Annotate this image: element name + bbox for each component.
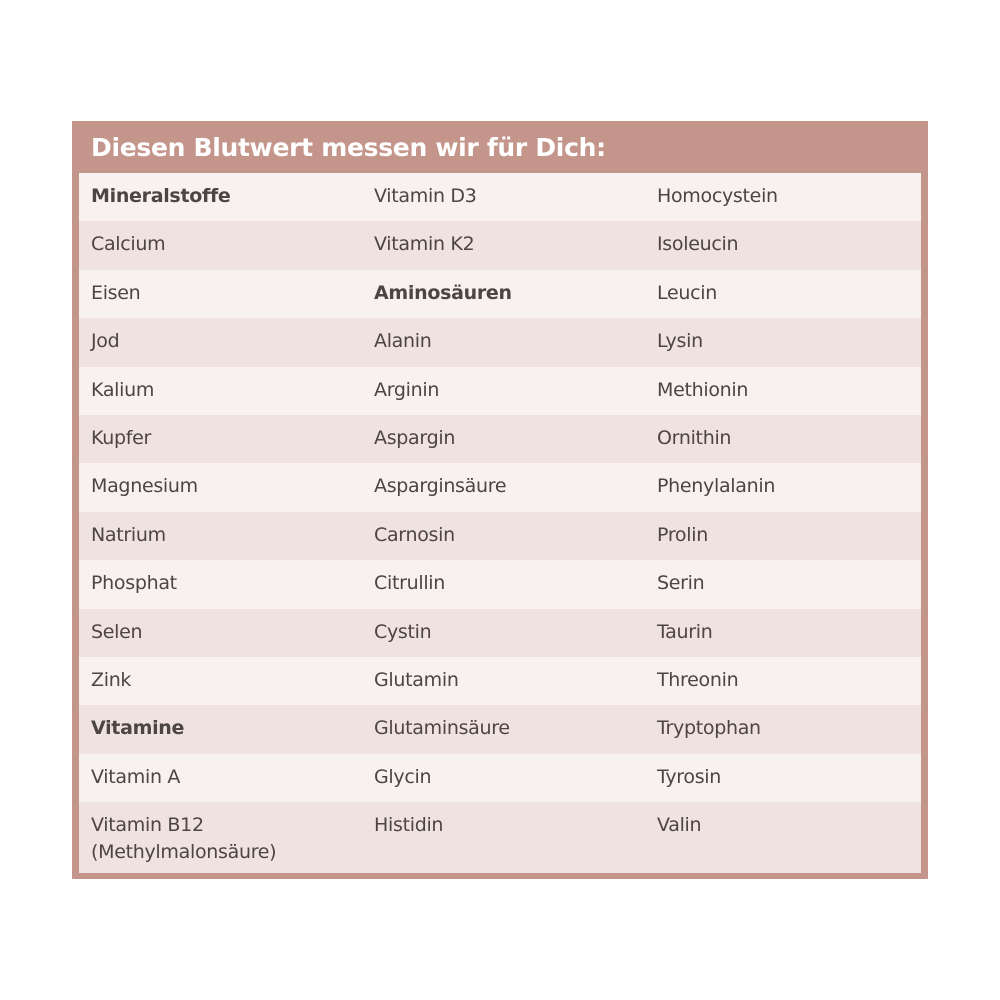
table-title: Diesen Blutwert messen wir für Dich: (91, 133, 606, 162)
table-cell: Calcium (91, 233, 166, 256)
table-cell: Jod (91, 330, 120, 353)
table-cell: Prolin (657, 523, 708, 546)
table-cell: Taurin (657, 620, 713, 643)
table-cell: Vitamin A (91, 765, 181, 788)
table-cell: Phenylalanin (657, 475, 776, 498)
table-cell: Citrullin (374, 572, 446, 595)
table-cell: Valin (657, 814, 702, 837)
table-cell: Phosphat (91, 572, 177, 595)
table-cell: Glycin (374, 765, 432, 788)
table-row: Jod Alanin Lysin (79, 318, 921, 367)
table-cell: Isoleucin (657, 233, 739, 256)
table-cell: Kupfer (91, 426, 152, 449)
table-cell: Asparginsäure (374, 475, 507, 498)
table-row: Vitamin B12 (Methylmalonsäure) Histidin Va… (79, 802, 921, 874)
table-cell: Methionin (657, 378, 749, 401)
table-cell: Zink (91, 668, 132, 691)
table-cell: Vitamin B12 (Methylmalonsäure) (91, 814, 277, 864)
category-heading: Mineralstoffe (91, 185, 231, 207)
table-cell: Selen (91, 620, 143, 643)
table-row: Selen Cystin Taurin (79, 608, 921, 657)
table-row: Natrium Carnosin Prolin (79, 511, 921, 561)
table-cell: Serin (657, 572, 705, 595)
table-row: Zink Glutamin Threonin (79, 656, 921, 706)
table-cell: Lysin (657, 330, 703, 353)
table-row: Vitamin A Glycin Tyrosin (79, 753, 921, 803)
table-cell: Kalium (91, 378, 155, 401)
table-cell: Glutamin (374, 668, 459, 691)
category-heading: Aminosäuren (374, 281, 512, 304)
table-body: Mineralstoffe Vitamin D3 Homocystein Calciu… (79, 173, 921, 874)
table-cell: Eisen (91, 281, 141, 304)
table-row: Calcium Vitamin K2 Isoleucin (79, 221, 921, 270)
table-cell: Homocystein (657, 185, 778, 207)
table-row: Kupfer Aspargin Ornithin (79, 414, 921, 464)
blood-values-table: Diesen Blutwert messen wir für Dich: Min… (72, 121, 928, 879)
table-cell: Aspargin (374, 426, 456, 449)
table-cell: Vitamin K2 (374, 233, 475, 256)
table-row: Eisen Aminosäuren Leucin (79, 269, 921, 319)
table-row: Vitamine Glutaminsäure Tryptophan (79, 705, 921, 754)
table-cell: Histidin (374, 814, 444, 837)
table-cell: Ornithin (657, 426, 732, 449)
table-cell: Threonin (657, 668, 739, 691)
table-cell: Natrium (91, 523, 166, 546)
table-cell: Arginin (374, 378, 440, 401)
category-heading: Vitamine (91, 717, 185, 740)
table-cell: Cystin (374, 620, 432, 643)
table-row: Phosphat Citrullin Serin (79, 560, 921, 609)
table-cell: Carnosin (374, 523, 455, 546)
table-cell: Alanin (374, 330, 432, 353)
table-cell: Vitamin D3 (374, 185, 477, 207)
table-cell: Tryptophan (657, 717, 761, 740)
table-cell: Tyrosin (657, 765, 722, 788)
table-row: Mineralstoffe Vitamin D3 Homocystein (79, 173, 921, 222)
table-cell: Glutaminsäure (374, 717, 510, 740)
table-cell: Magnesium (91, 475, 198, 498)
table-row: Magnesium Asparginsäure Phenylalanin (79, 463, 921, 512)
table-row: Kalium Arginin Methionin (79, 366, 921, 415)
table-cell: Leucin (657, 281, 717, 304)
